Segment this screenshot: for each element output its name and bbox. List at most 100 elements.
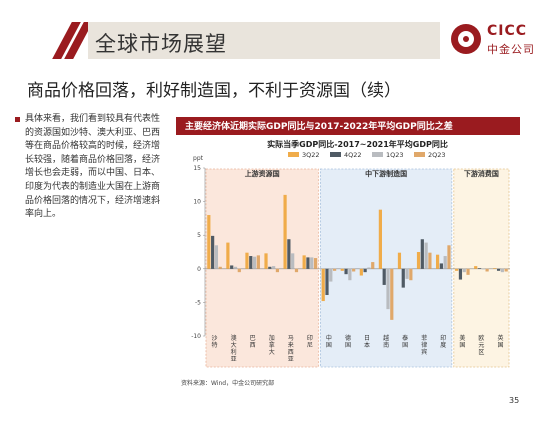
- bar-沙特-2Q23: [218, 266, 222, 269]
- bar-日本-2Q23: [371, 262, 375, 269]
- bar-欧元区-2Q23: [485, 268, 489, 272]
- x-tick-label: 中国: [326, 334, 332, 349]
- bar-美国-1Q23: [462, 268, 466, 273]
- x-tick-label: 美国: [459, 334, 465, 349]
- bar-泰国-4Q22: [401, 268, 405, 288]
- logo-mark-icon: [451, 24, 481, 54]
- bar-中国-4Q22: [325, 268, 329, 296]
- legend-swatch-2Q23: [414, 152, 425, 157]
- page-number: 35: [509, 396, 520, 405]
- bar-越南-4Q22: [382, 268, 386, 285]
- bar-印度-3Q22: [435, 254, 440, 269]
- bar-越南-1Q23: [386, 268, 390, 310]
- bar-中国-2Q23: [333, 268, 337, 271]
- bar-印度-4Q22: [439, 263, 443, 269]
- bar-菲律宾-4Q22: [420, 239, 424, 269]
- bar-印尼-2Q23: [313, 258, 318, 269]
- bar-日本-1Q23: [367, 267, 371, 269]
- bar-越南-2Q23: [390, 268, 394, 320]
- group-panel-0: [205, 168, 319, 368]
- bar-印度-1Q23: [443, 256, 447, 269]
- bar-印尼-3Q22: [302, 255, 306, 269]
- bullet-square-icon: [15, 117, 20, 122]
- top-bar: 全球市场展望 CICC 中金公司: [0, 0, 550, 64]
- source-note: 资料来源：Wind，中金公司研究部: [181, 380, 275, 387]
- x-tick-label: 日本: [364, 335, 370, 349]
- logo-text-cn: 中金公司: [487, 43, 535, 56]
- bar-德国-4Q22: [344, 268, 348, 275]
- legend-swatch-1Q23: [372, 152, 383, 157]
- bar-英国-3Q22: [493, 268, 497, 269]
- bar-德国-1Q23: [348, 268, 352, 281]
- group-label-2: 下游消费国: [464, 169, 499, 178]
- bar-马来西亚-4Q22: [287, 239, 291, 269]
- y-tick-label: 0: [197, 266, 201, 273]
- x-tick-label: 越南: [383, 334, 389, 349]
- logo-text-en: CICC: [487, 23, 528, 39]
- bar-日本-4Q22: [363, 268, 367, 273]
- bar-英国-2Q23: [504, 268, 508, 272]
- bar-巴西-3Q22: [245, 252, 249, 269]
- bar-加拿大-4Q22: [268, 266, 272, 269]
- legend-swatch-4Q22: [330, 152, 341, 157]
- bar-印尼-4Q22: [306, 257, 310, 269]
- bar-欧元区-3Q22: [474, 266, 478, 269]
- bar-马来西亚-2Q23: [294, 268, 299, 273]
- legend-label-4Q22: 4Q22: [344, 151, 362, 159]
- x-tick-label: 英国: [497, 334, 503, 349]
- bar-澳大利亚-2Q23: [237, 268, 241, 273]
- x-tick-label: 印尼: [307, 335, 313, 349]
- bar-中国-3Q22: [321, 268, 325, 302]
- y-tick-label: 5: [197, 232, 201, 239]
- y-tick-label: -5: [195, 299, 201, 306]
- bar-英国-4Q22: [496, 268, 501, 271]
- bar-美国-3Q22: [455, 268, 459, 271]
- bar-菲律宾-1Q23: [424, 242, 428, 269]
- bar-欧元区-1Q23: [481, 268, 485, 270]
- bar-马来西亚-1Q23: [291, 253, 295, 269]
- x-tick-label: 巴西: [250, 335, 256, 349]
- bar-巴西-2Q23: [256, 255, 260, 269]
- group-label-1: 中下游制造国: [365, 169, 407, 178]
- bar-菲律宾-3Q22: [416, 252, 421, 269]
- bar-泰国-1Q23: [405, 268, 409, 279]
- chart-title: 实际当季GDP同比-2017~2021年平均GDP同比: [267, 139, 448, 149]
- page-title: 全球市场展望: [95, 32, 227, 56]
- bar-越南-3Q22: [378, 209, 382, 269]
- legend-label-2Q23: 2Q23: [428, 151, 446, 159]
- x-tick-label: 沙特: [212, 335, 218, 349]
- bar-沙特-3Q22: [207, 215, 211, 269]
- bar-加拿大-1Q23: [272, 266, 276, 269]
- bar-加拿大-2Q23: [275, 268, 280, 273]
- bar-美国-2Q23: [466, 268, 470, 275]
- y-axis-unit: ppt: [193, 155, 204, 162]
- x-tick-label: 泰国: [402, 334, 408, 349]
- x-tick-label: 欧元区: [478, 334, 484, 356]
- bar-英国-1Q23: [500, 268, 504, 273]
- bullet-text: 具体来看，我们看到较具有代表性的资源国如沙特、澳大利亚、巴西等在商品价格较高的时…: [25, 114, 161, 220]
- legend-label-3Q22: 3Q22: [302, 151, 320, 159]
- bar-中国-1Q23: [329, 268, 333, 282]
- y-tick-label: 15: [193, 165, 201, 172]
- bar-澳大利亚-1Q23: [233, 266, 238, 269]
- bar-印度-2Q23: [447, 245, 451, 269]
- y-tick-label: 10: [193, 199, 201, 206]
- x-tick-label: 加拿大: [269, 334, 275, 356]
- bar-马来西亚-3Q22: [283, 194, 287, 269]
- x-tick-label: 菲律宾: [421, 334, 427, 356]
- x-tick-label: 印度: [440, 335, 446, 349]
- legend-label-1Q23: 1Q23: [386, 151, 404, 159]
- bar-日本-3Q22: [359, 268, 363, 276]
- cicc-logo: CICC 中金公司: [451, 22, 537, 60]
- bar-巴西-1Q23: [252, 256, 257, 269]
- bar-欧元区-4Q22: [477, 268, 482, 269]
- legend-swatch-3Q22: [288, 152, 299, 157]
- chart-header-bar: 主要经济体近期实际GDP同比与2017-2022年平均GDP同比之差: [176, 117, 520, 135]
- title-banner: [88, 22, 440, 59]
- bar-加拿大-3Q22: [264, 253, 268, 269]
- slide-subtitle: 商品价格回落，利好制造国，不利于资源国（续）: [27, 81, 401, 101]
- bar-德国-3Q22: [340, 268, 344, 271]
- bar-巴西-4Q22: [249, 256, 253, 269]
- bar-德国-2Q23: [352, 268, 356, 272]
